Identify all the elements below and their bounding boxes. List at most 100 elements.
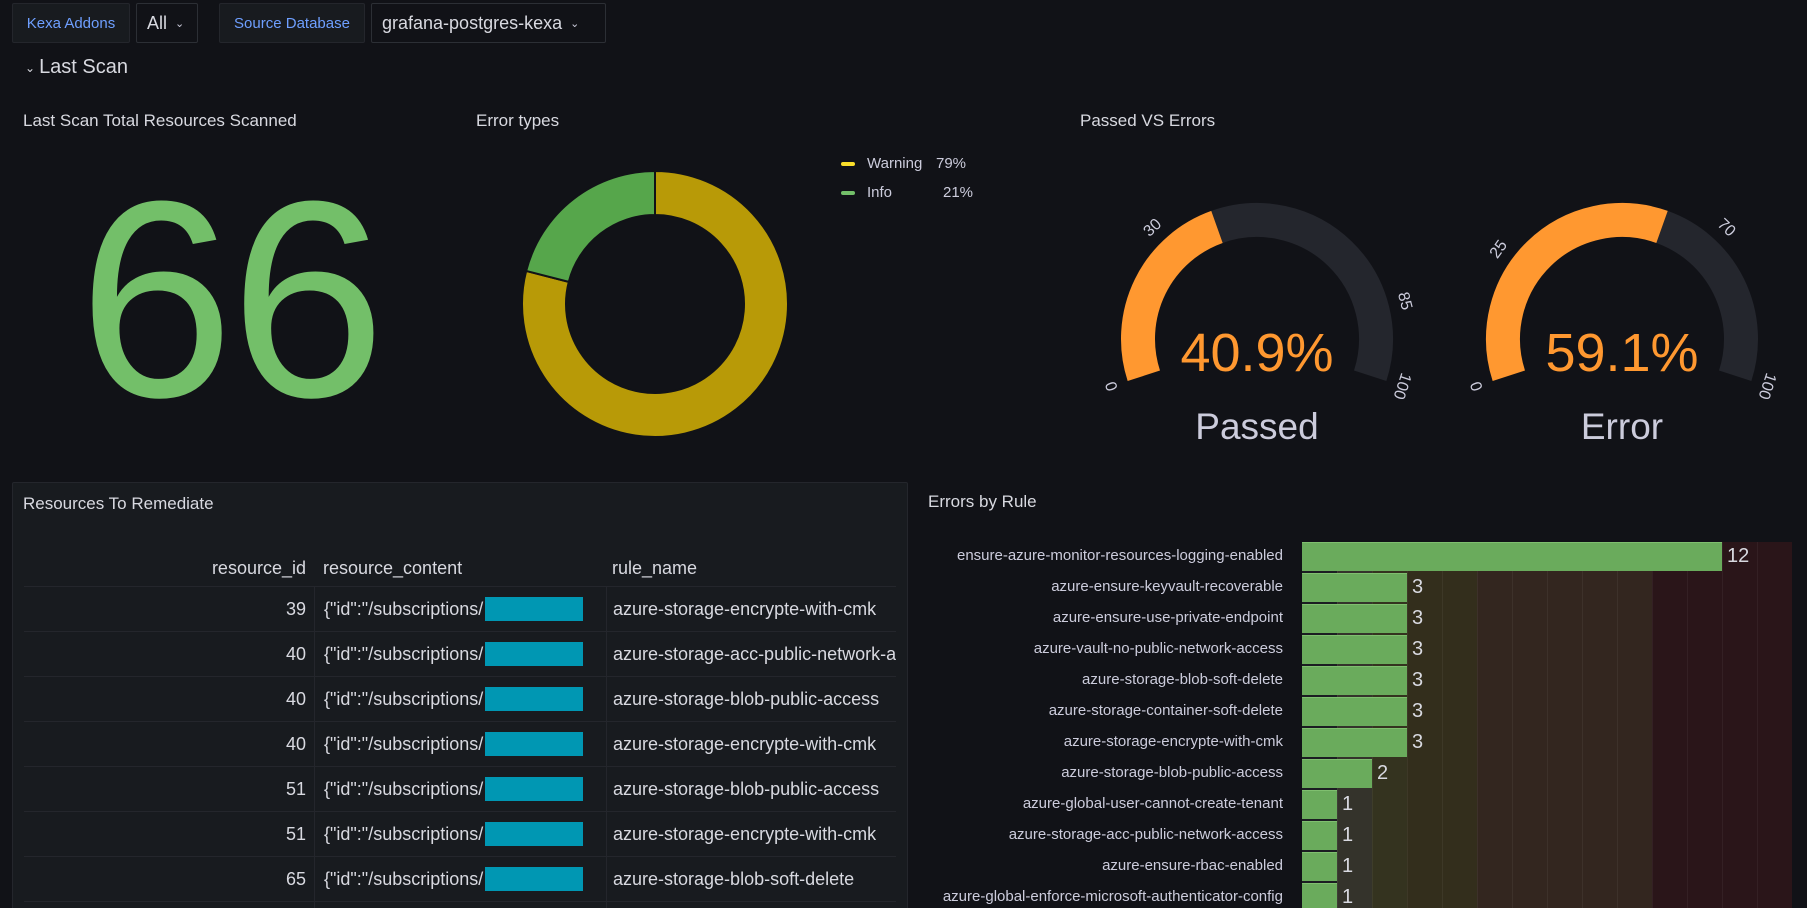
gauge-fill-passed xyxy=(1121,210,1224,382)
cell-rule-name: azure-storage-encrypte-with-cmk xyxy=(606,812,896,856)
cell-resource-content: {"id":"/subscriptions/ xyxy=(314,767,606,811)
bar-value-label: 1 xyxy=(1342,855,1354,877)
bar-value-label: 1 xyxy=(1342,886,1354,908)
donut-slice-info[interactable] xyxy=(524,169,656,284)
resource-content-text: {"id":"/subscriptions/ xyxy=(324,598,484,619)
resources-table: resource_id resource_content rule_name 39 {"… xyxy=(24,551,896,908)
table-row[interactable]: 40 {"id":"/subscriptions/azure-storage-ac… xyxy=(24,632,896,677)
bar-category-label: azure-ensure-rbac-enabled xyxy=(1102,857,1283,874)
resources-to-remediate-panel: Resources To Remediate resource_id resour… xyxy=(12,482,908,908)
threshold-band xyxy=(1652,542,1792,908)
stat-value: 66 xyxy=(78,144,385,456)
redacted-block xyxy=(485,642,584,666)
column-header-resource-id[interactable]: resource_id xyxy=(211,558,306,578)
bar[interactable] xyxy=(1302,542,1722,571)
grid-line xyxy=(1687,542,1688,908)
table-row[interactable]: 65 {"id":"/subscriptions/azure-storage-bl… xyxy=(24,857,896,902)
panel-title-total-resources: Last Scan Total Resources Scanned xyxy=(23,111,297,130)
cell-rule-name: azure-storage-blob-public-access xyxy=(606,767,896,811)
gauge-value-error: 59.1% xyxy=(1545,323,1699,383)
legend-item-info[interactable]: Info 21% xyxy=(841,184,973,201)
bar[interactable] xyxy=(1302,821,1337,850)
bar[interactable] xyxy=(1302,852,1337,881)
bar-category-label: azure-storage-blob-public-access xyxy=(1061,764,1283,781)
bar-value-label: 2 xyxy=(1377,762,1389,784)
grid-line xyxy=(1442,542,1443,908)
bar-value-label: 1 xyxy=(1342,824,1354,846)
bar-category-label: azure-global-enforce-microsoft-authentic… xyxy=(942,888,1283,905)
bar-category-label: azure-storage-acc-public-network-access xyxy=(1008,826,1283,843)
chevron-down-icon: ⌄ xyxy=(25,60,36,75)
bar[interactable] xyxy=(1302,635,1407,664)
donut-slice-warning[interactable] xyxy=(521,169,789,438)
errors-by-rule-bar-chart: ensure-azure-monitor-resources-logging-e… xyxy=(926,530,1807,908)
source-database-select[interactable]: grafana-postgres-kexa ⌄ xyxy=(371,3,606,43)
redacted-block xyxy=(485,867,584,891)
gauge-threshold-label: 30 xyxy=(1140,216,1165,241)
table-row[interactable]: 51 {"id":"/subscriptions/azure-storage-bl… xyxy=(24,767,896,812)
table-row[interactable]: 51 {"id":"/subscriptions/azure-storage-en… xyxy=(24,812,896,857)
bar-value-label: 1 xyxy=(1342,793,1354,815)
bar-category-label: azure-ensure-use-private-endpoint xyxy=(1052,609,1283,626)
resource-content-text: {"id":"/subscriptions/ xyxy=(324,778,484,799)
bar[interactable] xyxy=(1302,759,1372,788)
column-header-resource-content[interactable]: resource_content xyxy=(323,558,463,578)
source-database-value: grafana-postgres-kexa xyxy=(382,12,563,33)
bar[interactable] xyxy=(1302,728,1407,757)
resource-content-text: {"id":"/subscriptions/ xyxy=(324,823,484,844)
gauges-svg: 0 30 85 100 0 25 70 100 xyxy=(1103,203,1779,402)
bar-category-label: ensure-azure-monitor-resources-logging-e… xyxy=(956,547,1283,564)
bar-category-label: azure-storage-encrypte-with-cmk xyxy=(1063,733,1283,750)
table-row[interactable]: 39 {"id":"/subscriptions/azure-storage-en… xyxy=(24,587,896,632)
resource-content-text: {"id":"/subscriptions/ xyxy=(324,643,484,664)
bar-value-label: 3 xyxy=(1412,669,1424,691)
table-row[interactable]: 40 {"id":"/subscriptions/azure-storage-en… xyxy=(24,722,896,767)
panel-title-resources-to-remediate: Resources To Remediate xyxy=(23,494,214,513)
cell-rule-name: azure-storage-container-soft-delete xyxy=(606,902,896,908)
gauge-threshold-label: 100 xyxy=(1390,371,1414,402)
row-toggle-last-scan[interactable]: ⌄ Last Scan xyxy=(25,56,128,79)
legend-item-warning[interactable]: Warning 79% xyxy=(841,155,966,172)
gauge-threshold-label: 0 xyxy=(1468,379,1487,393)
redacted-block xyxy=(485,732,584,756)
resource-content-text: {"id":"/subscriptions/ xyxy=(324,733,484,754)
panel-title-error-types: Error types xyxy=(476,111,560,130)
legend-label: Warning xyxy=(867,155,923,172)
cell-resource-id: 40 xyxy=(285,688,306,709)
grid-line xyxy=(1757,542,1758,908)
resource-content-text: {"id":"/subscriptions/ xyxy=(324,868,484,889)
panel-title-passed-vs-errors: Passed VS Errors xyxy=(1080,111,1216,130)
gauge-threshold-label: 100 xyxy=(1755,371,1779,402)
grid-line xyxy=(1652,542,1653,908)
chevron-down-icon: ⌄ xyxy=(175,17,185,30)
bar[interactable] xyxy=(1302,883,1337,908)
bar[interactable] xyxy=(1302,573,1407,602)
cell-resource-content: {"id":"/subscriptions/ xyxy=(314,812,606,856)
kexa-addons-select[interactable]: All ⌄ xyxy=(136,3,198,43)
bar[interactable] xyxy=(1302,790,1337,819)
table-row[interactable]: 40 {"id":"/subscriptions/azure-storage-bl… xyxy=(24,677,896,722)
legend-swatch-warning xyxy=(841,161,855,166)
gauge-threshold-label: 0 xyxy=(1103,379,1122,393)
legend-swatch-info xyxy=(841,190,855,195)
column-header-rule-name[interactable]: rule_name xyxy=(612,558,698,578)
cell-rule-name: azure-storage-acc-public-network-access xyxy=(606,632,896,676)
gauge-label-passed: Passed xyxy=(1195,406,1319,447)
cell-resource-content: {"id":"/subscriptions/ xyxy=(314,722,606,766)
bar-category-label: azure-global-user-cannot-create-tenant xyxy=(1022,795,1283,812)
table-row[interactable]: 65{"id":"/subscriptions/azure-storage-co… xyxy=(24,902,896,908)
bar-category-label: azure-storage-container-soft-delete xyxy=(1048,702,1283,719)
gauge-threshold-label: 25 xyxy=(1487,237,1511,261)
grid-line xyxy=(1722,542,1723,908)
bar-value-label: 3 xyxy=(1412,607,1424,629)
panel-title-errors-by-rule: Errors by Rule xyxy=(928,492,1037,511)
bar[interactable] xyxy=(1302,666,1407,695)
resource-content-text: {"id":"/subscriptions/ xyxy=(324,688,484,709)
cell-resource-id: 51 xyxy=(285,778,306,799)
grid-line xyxy=(1547,542,1548,908)
legend-label: Info xyxy=(867,184,893,201)
legend-value: 79% xyxy=(936,155,967,172)
bar[interactable] xyxy=(1302,697,1407,726)
bar[interactable] xyxy=(1302,604,1407,633)
legend-value: 21% xyxy=(943,184,974,201)
